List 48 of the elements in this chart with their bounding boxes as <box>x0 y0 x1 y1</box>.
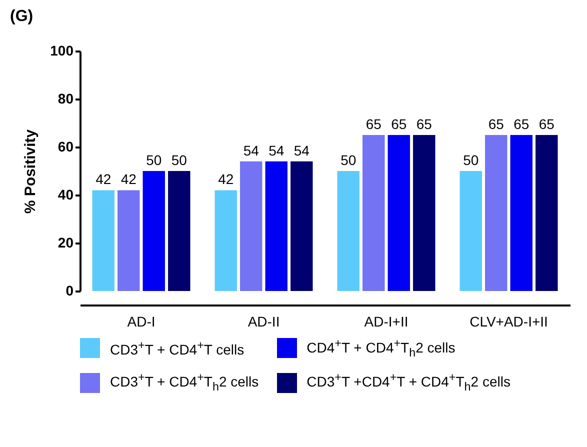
data-label: 50 <box>463 152 479 168</box>
data-label: 50 <box>171 152 188 168</box>
data-label: 54 <box>243 142 260 158</box>
data-label: 65 <box>416 116 432 132</box>
data-label: 65 <box>488 116 504 132</box>
data-label: 42 <box>96 171 112 188</box>
bar <box>362 135 385 291</box>
data-label: 50 <box>146 152 162 168</box>
y-tick-label: 100 <box>50 42 74 58</box>
text: CD3$^{+}$T +CD4$^{+}$T + CD4$^{+}$T$_{h}$2 cells <box>306 371 510 394</box>
bar <box>485 135 508 291</box>
y-tick-label: 80 <box>58 90 74 106</box>
data-label: 42 <box>218 171 234 188</box>
y-axis-title: % Positivity <box>22 128 40 214</box>
data-label: 54 <box>268 142 284 158</box>
bar <box>92 190 114 291</box>
x-tick-label: CLV+AD-I+II <box>470 314 548 330</box>
y-tick-label: 60 <box>58 138 74 154</box>
legend-label: CD4$^{+}$T + CD4$^{+}$T$_{h}$2 cells <box>306 337 456 360</box>
bar <box>413 135 436 291</box>
data-label: 65 <box>391 116 407 132</box>
x-tick-label: AD-I <box>127 314 156 330</box>
data-label: 65 <box>366 116 382 132</box>
x-tick-label: AD-II <box>248 314 280 330</box>
data-label: 54 <box>294 142 310 158</box>
data-label: 65 <box>538 116 555 132</box>
data-label: 50 <box>340 152 356 168</box>
y-tick-label: 0 <box>66 282 74 298</box>
bar <box>265 161 288 291</box>
bar <box>337 171 360 291</box>
bar <box>214 190 237 291</box>
bar <box>142 171 165 291</box>
bar <box>460 171 482 291</box>
x-tick-label: AD-I+II <box>364 314 408 330</box>
legend-label: CD3$^{+}$T + CD4$^{+}$T$_{h}$2 cells <box>110 371 259 394</box>
data-label: 42 <box>120 171 137 188</box>
data-label: 65 <box>514 116 530 132</box>
y-tick-label: 20 <box>58 234 74 250</box>
bar <box>510 135 532 291</box>
y-tick-label: 40 <box>58 186 74 202</box>
chart-title: (G) <box>10 8 34 25</box>
bar <box>536 135 558 291</box>
bar <box>168 171 190 291</box>
bar <box>290 161 313 291</box>
legend-label: CD3$^{+}$T + CD4$^{+}$T cells <box>110 338 244 358</box>
bar <box>118 190 140 291</box>
bar <box>240 161 262 291</box>
bar <box>388 135 410 291</box>
